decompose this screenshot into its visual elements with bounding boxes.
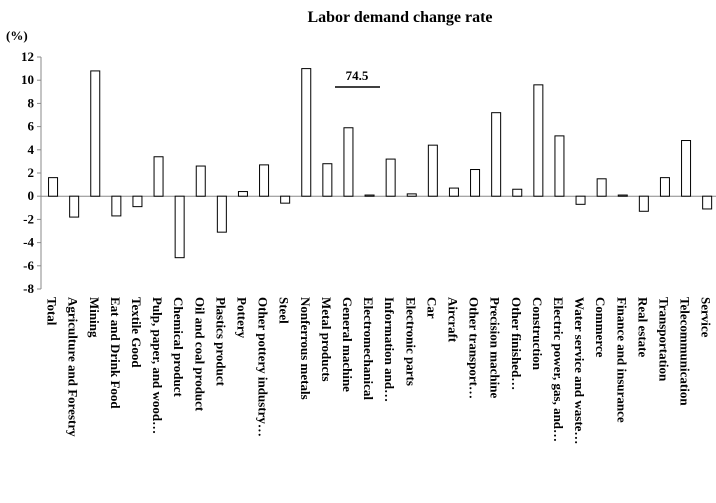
bar	[364, 194, 375, 197]
x-tick-label: Other pottery industry…	[256, 297, 271, 437]
chart-title: Labor demand change rate	[307, 9, 492, 26]
bar	[237, 191, 248, 197]
bar	[216, 195, 227, 233]
y-tick-label: 0	[28, 188, 35, 203]
x-tick-label: Information and…	[382, 297, 397, 402]
bar	[259, 164, 270, 197]
bar	[638, 195, 649, 212]
y-tick-label: 8	[28, 95, 35, 110]
bar	[702, 195, 713, 210]
y-tick-label: -4	[23, 235, 34, 250]
y-unit: (%)	[6, 28, 28, 43]
x-tick-label: Pottery	[234, 297, 249, 339]
y-tick-label: 10	[21, 72, 34, 87]
x-tick-label: Commerce	[593, 297, 608, 358]
x-tick-label: Oil and coal product	[192, 297, 207, 412]
annotation: 74.5	[346, 68, 369, 83]
x-tick-label: Steel	[277, 297, 292, 324]
y-tick-label: 12	[21, 49, 34, 64]
bar	[681, 140, 692, 197]
x-tick-label: Real estate	[635, 297, 650, 358]
bar	[512, 188, 523, 197]
bar	[470, 169, 481, 197]
y-tick-label: 2	[28, 165, 35, 180]
x-tick-label: Car	[424, 297, 439, 319]
bar	[174, 195, 185, 259]
x-tick-label: Electromechanical	[361, 297, 376, 400]
x-tick-label: Mining	[87, 297, 102, 338]
bar	[343, 127, 354, 197]
x-tick-label: Metal products	[319, 297, 334, 382]
bar	[554, 135, 565, 197]
bar	[280, 195, 291, 204]
x-tick-label: Electric power, gas, and…	[551, 297, 566, 442]
bar	[427, 144, 438, 197]
x-tick-label: Textile Good	[129, 297, 144, 368]
y-tick-label: -2	[23, 211, 34, 226]
y-tick-label: 4	[28, 142, 35, 157]
x-tick-label: Construction	[530, 297, 545, 371]
bar	[132, 195, 143, 208]
bar	[533, 84, 544, 197]
x-tick-label: Agriculture and Forestry	[66, 297, 81, 437]
x-tick-label: Transportation	[656, 297, 671, 382]
bar	[575, 195, 586, 205]
bar	[491, 112, 502, 197]
bar	[659, 177, 670, 197]
x-tick-label: Plastics product	[213, 297, 228, 387]
x-tick-label: Precision machine	[488, 297, 503, 398]
x-tick-label: Nonferrous metals	[298, 297, 313, 400]
x-tick-label: General machine	[340, 297, 355, 392]
y-tick-label: 6	[28, 119, 35, 134]
bar	[111, 195, 122, 217]
bar	[69, 195, 80, 218]
bar	[448, 187, 459, 197]
x-tick-label: Electronic parts	[403, 297, 418, 386]
y-tick-label: -8	[23, 281, 34, 296]
x-tick-label: Aircraft	[445, 297, 460, 343]
bar	[385, 158, 396, 197]
bar	[48, 177, 59, 197]
x-tick-label: Pulp, paper, and wood…	[150, 297, 165, 434]
x-tick-label: Service	[699, 297, 714, 338]
x-tick-label: Chemical product	[171, 297, 186, 397]
bar	[596, 178, 607, 197]
x-tick-label: Telecommunication	[678, 297, 693, 406]
x-tick-label: Eat and Drink Food	[108, 297, 123, 409]
bar	[617, 194, 628, 197]
bar	[322, 163, 333, 197]
x-tick-label: Total	[45, 297, 60, 326]
bar	[406, 193, 417, 197]
x-tick-label: Other finished…	[509, 297, 524, 390]
bar	[90, 70, 101, 197]
x-tick-label: Water service and waste…	[572, 297, 587, 444]
bar	[301, 68, 312, 197]
x-tick-label: Other transport…	[467, 297, 482, 399]
bar	[153, 156, 164, 197]
bar	[195, 165, 206, 197]
x-tick-label: Finance and insurance	[614, 297, 629, 423]
y-tick-label: -6	[23, 258, 34, 273]
